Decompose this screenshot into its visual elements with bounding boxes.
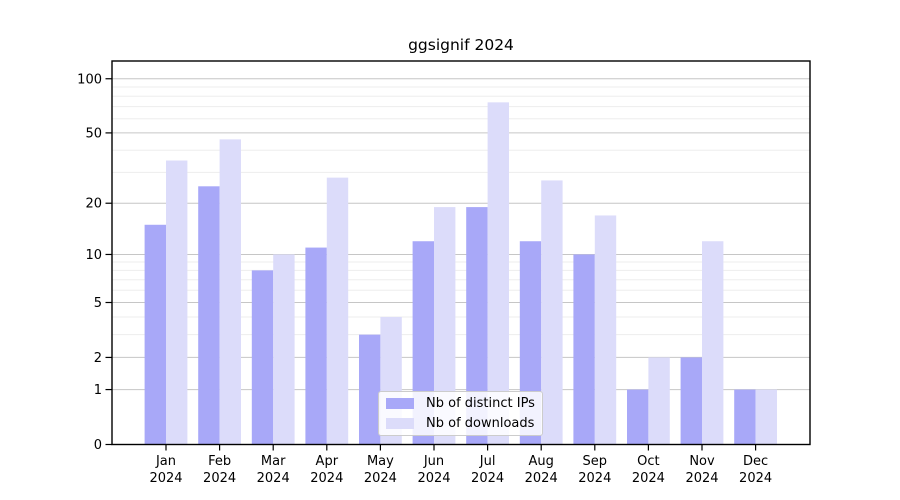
legend-swatch-downloads — [386, 418, 414, 430]
bar-nb-of-distinct-ips-nov — [680, 357, 702, 445]
bar-nb-of-distinct-ips-dec — [734, 389, 756, 445]
bar-nb-of-downloads-dec — [755, 389, 777, 445]
bar-nb-of-downloads-jun — [434, 207, 456, 445]
bar-nb-of-distinct-ips-mar — [251, 270, 274, 445]
x-tick-label: May 2024 — [364, 454, 397, 486]
bar-nb-of-distinct-ips-jul — [466, 207, 488, 445]
bar-nb-of-distinct-ips-may — [359, 334, 381, 445]
x-tick-label: Jun 2024 — [417, 454, 450, 486]
bar-nb-of-downloads-jan — [166, 160, 188, 445]
y-tick-label: 1 — [94, 383, 102, 398]
bar-nb-of-downloads-sep — [594, 215, 617, 445]
bar-nb-of-downloads-aug — [541, 180, 563, 445]
y-tick-label: 0 — [94, 438, 102, 453]
x-tick-label: Jan 2024 — [149, 454, 182, 486]
bar-nb-of-downloads-feb — [219, 139, 241, 445]
legend-item-distinct-ips: Nb of distinct IPs — [379, 393, 542, 413]
bar-nb-of-distinct-ips-apr — [305, 247, 327, 445]
x-tick-label: Mar 2024 — [257, 454, 290, 486]
legend-label-distinct-ips: Nb of distinct IPs — [426, 395, 535, 411]
y-tick-label: 10 — [85, 248, 102, 263]
legend-swatch-distinct-ips — [386, 397, 414, 409]
bar-nb-of-distinct-ips-oct — [627, 389, 649, 445]
bar-nb-of-downloads-jul — [487, 102, 509, 445]
y-tick-label: 50 — [85, 126, 102, 141]
y-tick-label: 100 — [77, 72, 102, 87]
bar-nb-of-downloads-mar — [273, 254, 295, 445]
bar-nb-of-downloads-nov — [702, 241, 724, 445]
legend-label-downloads: Nb of downloads — [426, 416, 535, 432]
bar-nb-of-distinct-ips-sep — [573, 254, 595, 445]
x-tick-label: Apr 2024 — [310, 454, 343, 486]
bar-nb-of-downloads-apr — [326, 177, 349, 445]
x-tick-label: Feb 2024 — [203, 454, 236, 486]
x-tick-label: Oct 2024 — [632, 454, 665, 486]
x-tick-label: Dec 2024 — [739, 454, 772, 486]
chart-title: ggsignif 2024 — [408, 36, 514, 54]
y-tick-label: 2 — [94, 351, 102, 366]
y-tick-label: 20 — [85, 197, 102, 212]
x-tick-label: Sep 2024 — [578, 454, 611, 486]
y-tick-label: 5 — [94, 296, 102, 311]
x-tick-label: Nov 2024 — [685, 454, 718, 486]
plot-border — [111, 60, 811, 446]
bar-nb-of-distinct-ips-jan — [144, 224, 166, 445]
bar-nb-of-distinct-ips-feb — [198, 186, 220, 445]
bar-nb-of-downloads-oct — [648, 357, 670, 445]
legend: Nb of distinct IPs Nb of downloads — [378, 391, 543, 436]
x-tick-label: Aug 2024 — [525, 454, 558, 486]
legend-item-downloads: Nb of downloads — [379, 414, 542, 434]
x-tick-label: Jul 2024 — [471, 454, 504, 486]
